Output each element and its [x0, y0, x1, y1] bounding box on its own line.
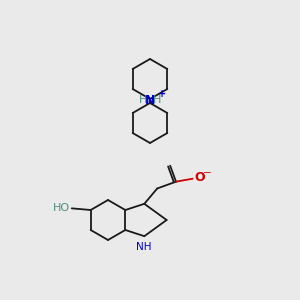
Text: HO: HO [52, 203, 70, 213]
Text: +: + [158, 89, 166, 99]
Text: H: H [153, 95, 161, 105]
Text: NH: NH [136, 242, 151, 252]
Text: O: O [195, 171, 206, 184]
Text: H: H [139, 95, 147, 105]
Text: N: N [145, 94, 155, 106]
Text: −: − [203, 168, 212, 178]
